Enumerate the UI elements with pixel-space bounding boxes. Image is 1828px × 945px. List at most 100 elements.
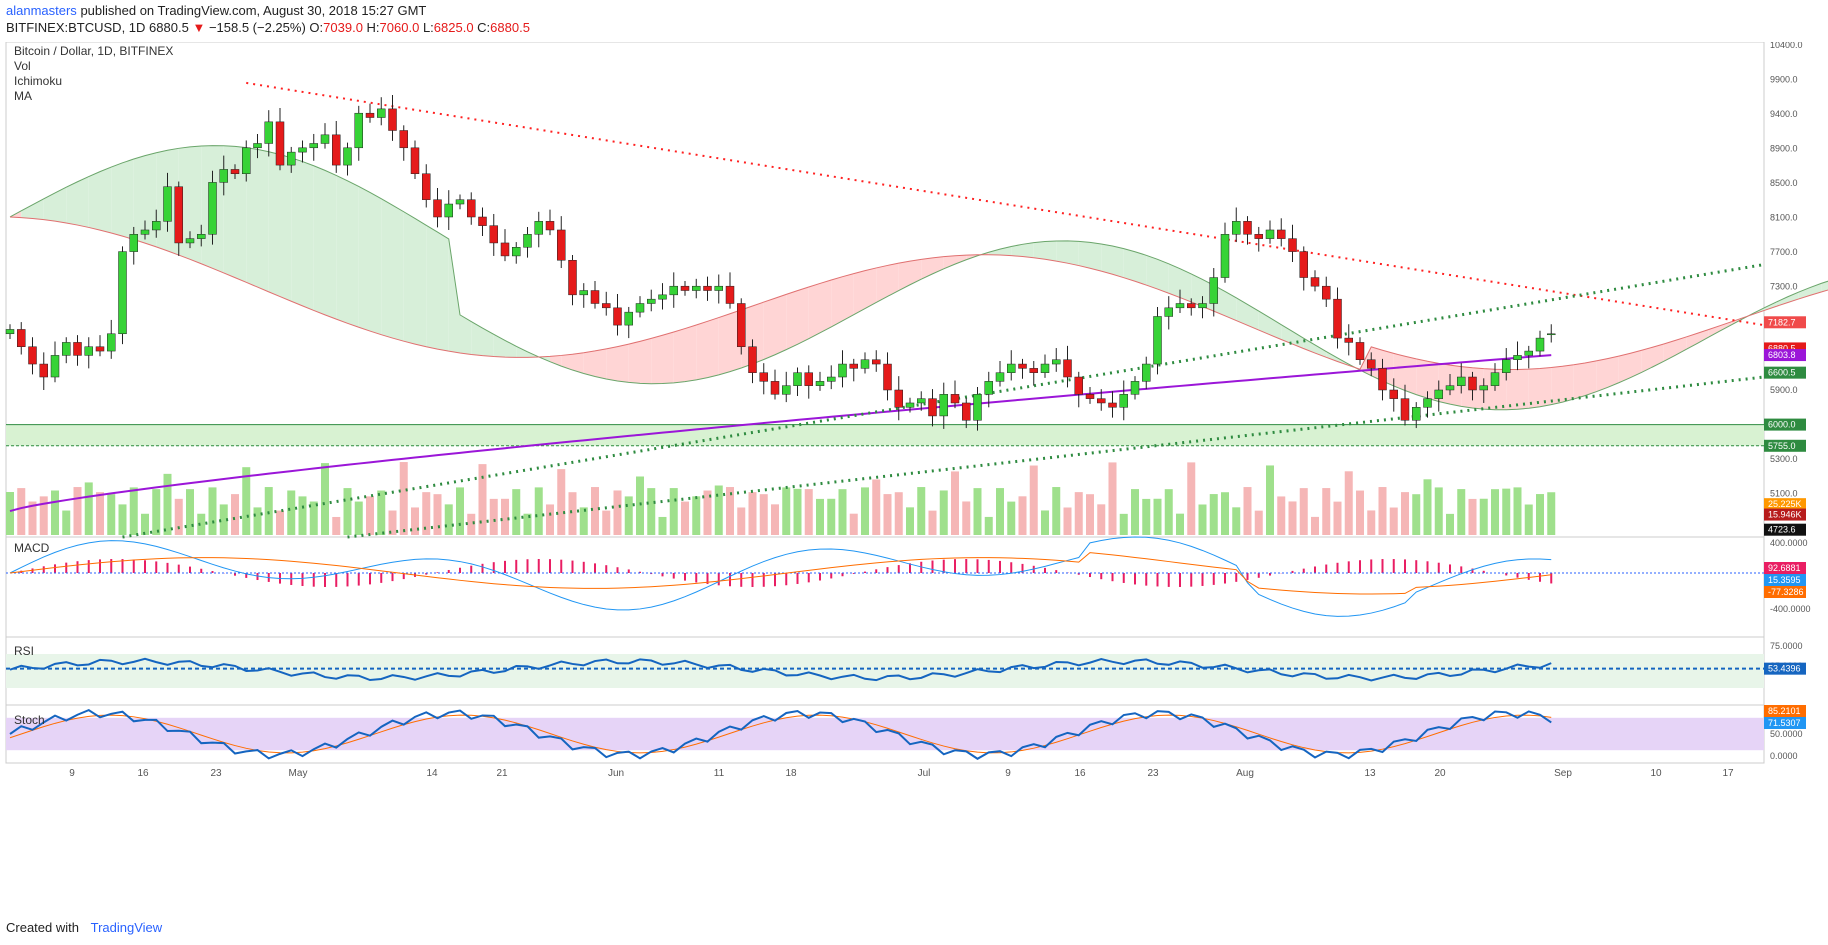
ichimoku-cloud-segment <box>1022 242 1034 258</box>
author-link[interactable]: alanmasters <box>6 3 77 18</box>
volume-bar <box>906 507 914 535</box>
volume-bar <box>39 496 48 535</box>
volume-bar <box>6 492 14 535</box>
ichimoku-cloud-segment <box>426 225 438 350</box>
time-tick-label: Jun <box>608 768 624 779</box>
open-value: 7039.0 <box>323 20 363 35</box>
ichimoku-cloud-segment <box>763 298 775 360</box>
macd-histogram-bar <box>1314 566 1316 573</box>
legend-ma[interactable]: MA <box>14 89 32 103</box>
volume-bar <box>534 487 543 535</box>
symbol-quote-bar: BITFINEX:BTCUSD, 1D 6880.5 ▼ −158.5 (−2.… <box>6 20 530 35</box>
candle-body <box>444 203 453 218</box>
macd-histogram-bar <box>211 571 214 573</box>
macd-histogram-bar <box>672 573 675 579</box>
macd-histogram-bar <box>594 563 596 573</box>
price-tag-label: 6880.5 <box>1768 343 1796 353</box>
macd-histogram-bar <box>1516 573 1519 578</box>
ichimoku-cloud-segment <box>133 155 145 244</box>
ichimoku-cloud-segment <box>392 205 404 342</box>
ichimoku-cloud-segment <box>606 346 618 381</box>
ichimoku-cloud-segment <box>403 211 415 345</box>
candle-body <box>1378 368 1387 391</box>
macd-histogram-bar <box>875 569 878 573</box>
candle-body <box>1052 359 1061 365</box>
volume-bar <box>422 492 431 535</box>
macd-histogram-bar <box>537 559 540 573</box>
legend-vol[interactable]: Vol <box>14 59 31 73</box>
time-tick-label: 23 <box>210 768 222 779</box>
ichimoku-cloud-segment <box>1551 366 1563 405</box>
ichimoku-cloud-segment <box>651 335 663 384</box>
trading-chart[interactable]: 10400.0 9900.0 9400.0 8900.0 8500.0 8100.0 770… <box>0 42 1828 912</box>
candle-body <box>365 112 375 118</box>
volume-bar <box>62 510 71 535</box>
volume-bar <box>804 489 813 535</box>
stoch-tick-label: 50.0000 <box>1770 729 1803 739</box>
macd-histogram-bar <box>54 564 56 573</box>
volume-bar <box>1344 471 1353 535</box>
volume-bar <box>501 498 509 535</box>
ichimoku-cloud-segment <box>1236 297 1248 326</box>
volume-bar <box>647 488 656 535</box>
ichimoku-cloud-segment <box>786 290 798 350</box>
macd-histogram-bar <box>1505 573 1508 576</box>
candle-body <box>1265 229 1275 239</box>
macd-histogram-bar <box>459 567 461 573</box>
ichimoku-span-b <box>9 216 1828 370</box>
ichimoku-cloud-segment <box>921 257 933 280</box>
volume-bar <box>951 471 959 535</box>
candle-body <box>1457 376 1466 386</box>
volume-bar <box>579 507 588 535</box>
volume-bar <box>1232 507 1241 535</box>
volume-bar <box>636 476 644 535</box>
candle-body <box>242 147 251 174</box>
candle-body <box>5 329 15 335</box>
ichimoku-cloud-segment <box>831 276 843 327</box>
candle-body <box>433 199 442 218</box>
candle-body <box>1164 307 1173 317</box>
ichimoku-cloud-segment <box>1618 353 1630 383</box>
macd-histogram-bar <box>155 561 158 573</box>
volume-bar <box>73 487 82 535</box>
ichimoku-cloud-segment <box>325 170 337 320</box>
candle-body <box>410 147 420 174</box>
macd-histogram-bar <box>841 573 844 577</box>
candle-body <box>1040 363 1050 373</box>
ichimoku-cloud-segment <box>246 147 258 288</box>
volume-bar <box>1547 492 1556 535</box>
macd-histogram-bar <box>864 571 866 573</box>
volume-bar <box>411 507 419 535</box>
macd-histogram-bar <box>852 573 855 574</box>
ichimoku-cloud-segment <box>1720 321 1732 331</box>
price-tick-label: 8500.0 <box>1770 178 1798 188</box>
rsi-title[interactable]: RSI <box>14 644 34 658</box>
macd-title[interactable]: MACD <box>14 541 50 555</box>
price-tag-box <box>1764 418 1806 431</box>
macd-histogram-bar <box>1415 560 1418 573</box>
macd-histogram-bar <box>1291 570 1294 573</box>
macd-tag-label: 92.6881 <box>1768 563 1801 573</box>
candle-body <box>1490 372 1500 386</box>
high-value: 7060.0 <box>379 20 420 35</box>
macd-histogram-bar <box>717 573 720 586</box>
candle-body <box>759 372 768 382</box>
legend-ichimoku[interactable]: Ichimoku <box>14 74 62 88</box>
tradingview-logo[interactable]: TradingView <box>90 920 163 935</box>
rsi-tag-box <box>1764 662 1806 675</box>
ichimoku-cloud-segment <box>1585 360 1597 396</box>
stoch-title[interactable]: Stoch <box>14 713 45 727</box>
macd-histogram-bar <box>346 573 349 587</box>
macd-histogram-bar <box>402 573 405 580</box>
volume-bar <box>242 467 251 535</box>
ichimoku-cloud-segment <box>1630 350 1642 378</box>
candle-body <box>287 151 296 166</box>
macd-histogram-bar <box>706 573 709 585</box>
candle-body <box>939 394 948 417</box>
candle-body <box>973 394 982 421</box>
candle-body <box>680 285 690 291</box>
macd-histogram-bar <box>1167 573 1170 587</box>
candle-body <box>455 199 465 205</box>
candle-body <box>197 234 206 239</box>
candle-body <box>782 385 791 395</box>
